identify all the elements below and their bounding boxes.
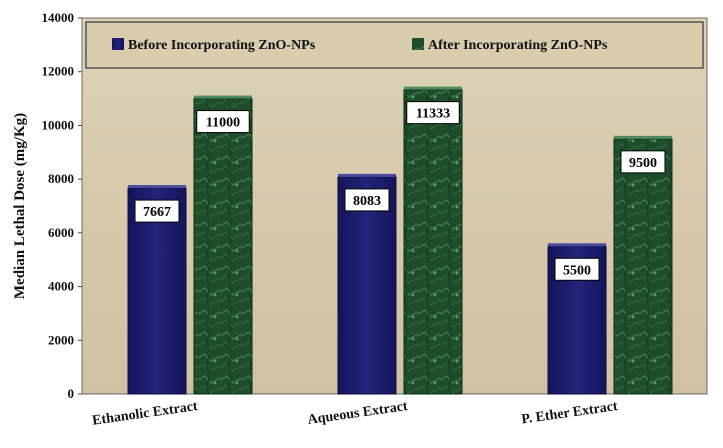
bar-top-highlight: [128, 185, 186, 189]
data-label-box: [620, 150, 666, 174]
data-label-box: [406, 101, 460, 125]
x-category-label: P. Ether Extract: [521, 399, 619, 427]
legend-swatch-before: [112, 38, 124, 50]
y-tick-label: 12000: [42, 64, 75, 79]
y-tick-label: 14000: [42, 10, 75, 25]
data-label: 5500: [563, 263, 591, 278]
data-label: 9500: [629, 156, 657, 171]
data-label: 11000: [206, 116, 240, 131]
y-tick-label: 2000: [48, 332, 74, 347]
y-tick-label: 0: [68, 386, 75, 401]
data-label: 7667: [143, 205, 171, 220]
bar-top-highlight: [338, 173, 396, 177]
legend-label-after: After Incorporating ZnO-NPs: [428, 38, 608, 53]
y-tick-label: 6000: [48, 225, 74, 240]
bar-after: [403, 89, 463, 395]
legend: Before Incorporating ZnO-NPs After Incor…: [85, 21, 704, 69]
x-category-label: Aqueous Extract: [307, 399, 409, 428]
x-category-label: Ethanolic Extract: [91, 399, 199, 429]
data-label: 11333: [416, 107, 450, 122]
data-label-box: [196, 110, 250, 134]
bar-before: [337, 176, 397, 395]
legend-label-before: Before Incorporating ZnO-NPs: [128, 38, 316, 53]
bar-top-highlight: [404, 86, 462, 90]
bar-top-highlight: [614, 135, 672, 139]
bar-top-highlight: [548, 243, 606, 247]
data-label-box: [554, 257, 600, 281]
bar-top-highlight: [194, 95, 252, 99]
bar-after: [613, 138, 673, 395]
y-tick-label: 4000: [48, 279, 74, 294]
legend-box: [85, 21, 704, 69]
y-tick-label: 8000: [48, 171, 74, 186]
bar-after: [193, 98, 253, 395]
data-label-box: [134, 199, 180, 223]
y-tick-label: 10000: [42, 117, 75, 132]
y-axis-label: Median Lethal Dose (mg/Kg): [12, 113, 28, 299]
legend-swatch-after: [412, 38, 424, 50]
data-label-box: [344, 188, 390, 212]
data-label: 8083: [353, 194, 381, 209]
